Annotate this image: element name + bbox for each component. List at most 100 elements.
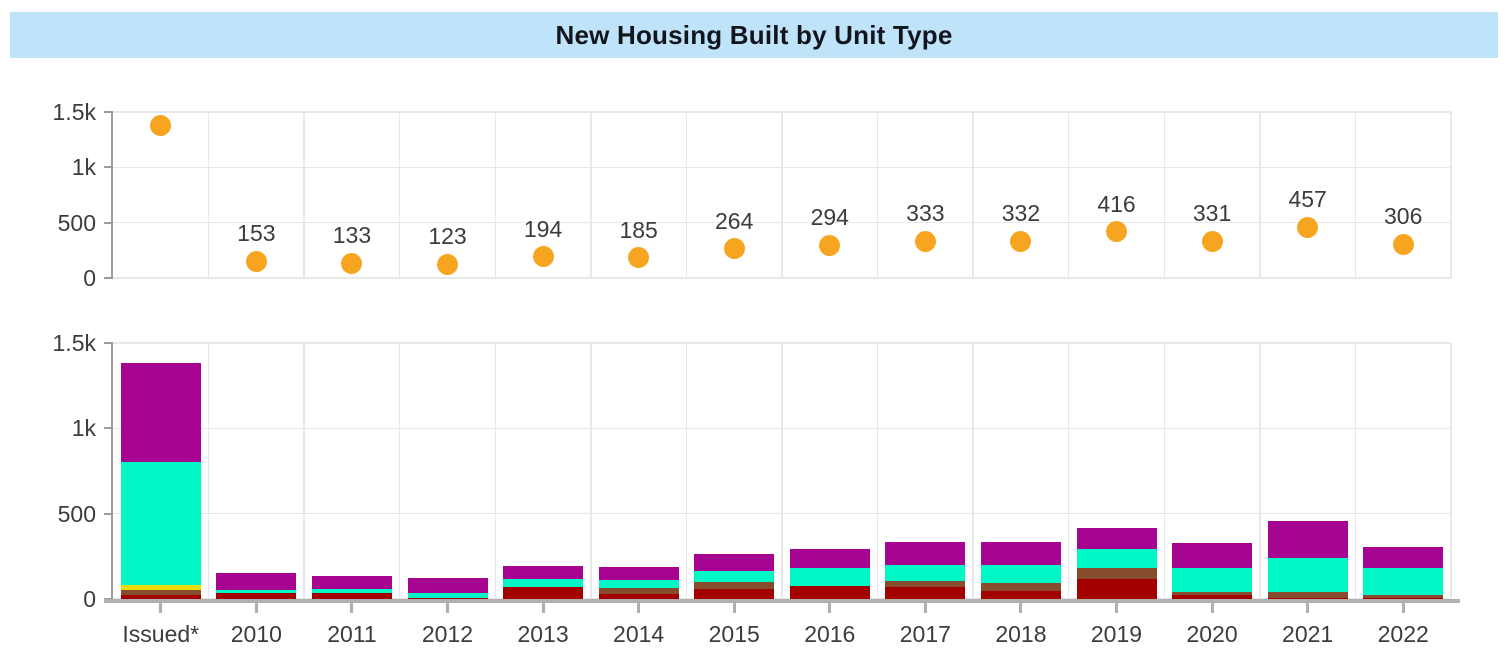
x-axis-tick	[1210, 603, 1214, 613]
x-axis-tick	[923, 603, 927, 613]
x-axis-tick	[159, 603, 163, 613]
bar-segment-dark-red[interactable]	[598, 594, 679, 599]
data-point-dot[interactable]	[150, 114, 172, 136]
x-tick-label: 2015	[708, 621, 760, 647]
bar-segment-turquoise[interactable]	[503, 578, 584, 587]
data-point-label: 133	[332, 222, 372, 249]
bar-segment-dark-red[interactable]	[1076, 579, 1157, 599]
v-gridline	[494, 112, 497, 278]
data-point-label: 331	[1192, 200, 1232, 227]
bar-segment-dark-red[interactable]	[1267, 597, 1348, 599]
v-gridline	[398, 343, 401, 599]
y-axis-tick	[104, 512, 113, 515]
bar-segment-dark-red[interactable]	[216, 593, 297, 599]
bar-segment-yellow[interactable]	[120, 584, 201, 591]
bar-segment-turquoise[interactable]	[598, 580, 679, 588]
data-point-dot[interactable]	[819, 234, 841, 256]
x-axis-tick	[732, 603, 736, 613]
bar-segment-purple[interactable]	[311, 576, 392, 590]
bar-segment-brown[interactable]	[1267, 592, 1348, 598]
data-point-dot[interactable]	[628, 247, 650, 269]
bar-segment-turquoise[interactable]	[216, 589, 297, 594]
bar-segment-purple[interactable]	[980, 542, 1061, 566]
x-tick-label: 2017	[899, 621, 951, 647]
bar-segment-purple[interactable]	[885, 542, 966, 566]
x-axis-tick	[1306, 603, 1310, 613]
bar-segment-turquoise[interactable]	[885, 565, 966, 582]
bar-segment-purple[interactable]	[407, 578, 488, 594]
bar-segment-brown[interactable]	[980, 582, 1061, 592]
data-point-dot[interactable]	[914, 230, 936, 252]
data-point-dot[interactable]	[1106, 221, 1127, 243]
bar-segment-dark-red[interactable]	[789, 586, 870, 599]
bar-segment-purple[interactable]	[789, 548, 870, 569]
v-gridline	[1067, 112, 1070, 278]
bar-segment-purple[interactable]	[216, 572, 297, 590]
bar-segment-turquoise[interactable]	[1172, 567, 1253, 593]
bar-segment-dark-red[interactable]	[694, 589, 775, 599]
data-point-label: 194	[523, 215, 563, 242]
data-point-dot[interactable]	[1201, 230, 1223, 252]
v-gridline	[398, 112, 401, 278]
bar-segment-dark-red[interactable]	[1172, 595, 1253, 599]
v-gridline	[1259, 343, 1261, 599]
bar-segment-purple[interactable]	[694, 553, 775, 572]
y-tick-label: 1.5k	[52, 99, 96, 125]
bar-segment-purple[interactable]	[120, 363, 201, 463]
v-gridline	[876, 343, 879, 599]
bar-segment-purple[interactable]	[1267, 521, 1348, 558]
data-point-dot[interactable]	[437, 253, 458, 275]
bar-segment-turquoise[interactable]	[1076, 549, 1157, 569]
bar-segment-dark-red[interactable]	[980, 591, 1061, 599]
data-point-dot[interactable]	[1392, 233, 1414, 255]
x-axis-tick	[541, 603, 545, 613]
bar-segment-brown[interactable]	[1076, 568, 1157, 580]
h-gridline	[113, 277, 1451, 279]
bar-segment-turquoise[interactable]	[311, 589, 392, 593]
data-point-dot[interactable]	[1297, 216, 1319, 238]
bar-segment-turquoise[interactable]	[694, 571, 775, 582]
v-gridline	[972, 112, 974, 278]
bar-segment-turquoise[interactable]	[1267, 557, 1348, 593]
bar-segment-brown[interactable]	[598, 587, 679, 595]
bar-segment-dark-red[interactable]	[885, 586, 966, 599]
bar-segment-purple[interactable]	[1363, 546, 1444, 569]
data-point-label: 294	[810, 204, 849, 231]
data-point-dot[interactable]	[245, 250, 267, 272]
bar-segment-brown[interactable]	[120, 590, 201, 595]
data-point-dot[interactable]	[1010, 230, 1032, 252]
bar-segment-dark-red[interactable]	[407, 597, 488, 599]
data-point-dot[interactable]	[532, 246, 554, 268]
x-axis-tick	[828, 603, 832, 613]
x-tick-label: 2018	[995, 621, 1047, 647]
bar-segment-purple[interactable]	[1172, 542, 1253, 568]
bar-segment-purple[interactable]	[1076, 528, 1157, 550]
bar-segment-dark-red[interactable]	[311, 592, 392, 599]
bar-segment-dark-red[interactable]	[120, 594, 201, 599]
bar-segment-purple[interactable]	[503, 565, 584, 579]
bar-segment-brown[interactable]	[885, 581, 966, 587]
bar-segment-turquoise[interactable]	[407, 593, 488, 598]
data-point-dot[interactable]	[341, 252, 363, 274]
v-gridline	[781, 343, 783, 599]
bar-segment-turquoise[interactable]	[120, 462, 201, 585]
x-tick-label: 2016	[804, 621, 856, 647]
v-gridline	[972, 343, 974, 599]
data-point-dot[interactable]	[723, 238, 745, 260]
bar-segment-turquoise[interactable]	[789, 568, 870, 587]
data-point-label: 123	[428, 223, 467, 250]
bar-segment-brown[interactable]	[1363, 594, 1444, 599]
v-gridline	[876, 112, 879, 278]
bar-segment-dark-red[interactable]	[503, 586, 584, 599]
y-axis-tick	[104, 342, 113, 344]
bar-segment-turquoise[interactable]	[980, 565, 1061, 583]
x-tick-label: 2022	[1377, 621, 1429, 647]
v-gridline	[1450, 343, 1452, 599]
bar-segment-dark-red[interactable]	[1363, 598, 1444, 599]
bar-segment-turquoise[interactable]	[1363, 568, 1444, 595]
bar-segment-brown[interactable]	[694, 581, 775, 590]
bar-segment-brown[interactable]	[1172, 592, 1253, 596]
v-gridline	[685, 112, 688, 278]
v-gridline	[685, 343, 688, 599]
bar-segment-purple[interactable]	[598, 567, 679, 581]
